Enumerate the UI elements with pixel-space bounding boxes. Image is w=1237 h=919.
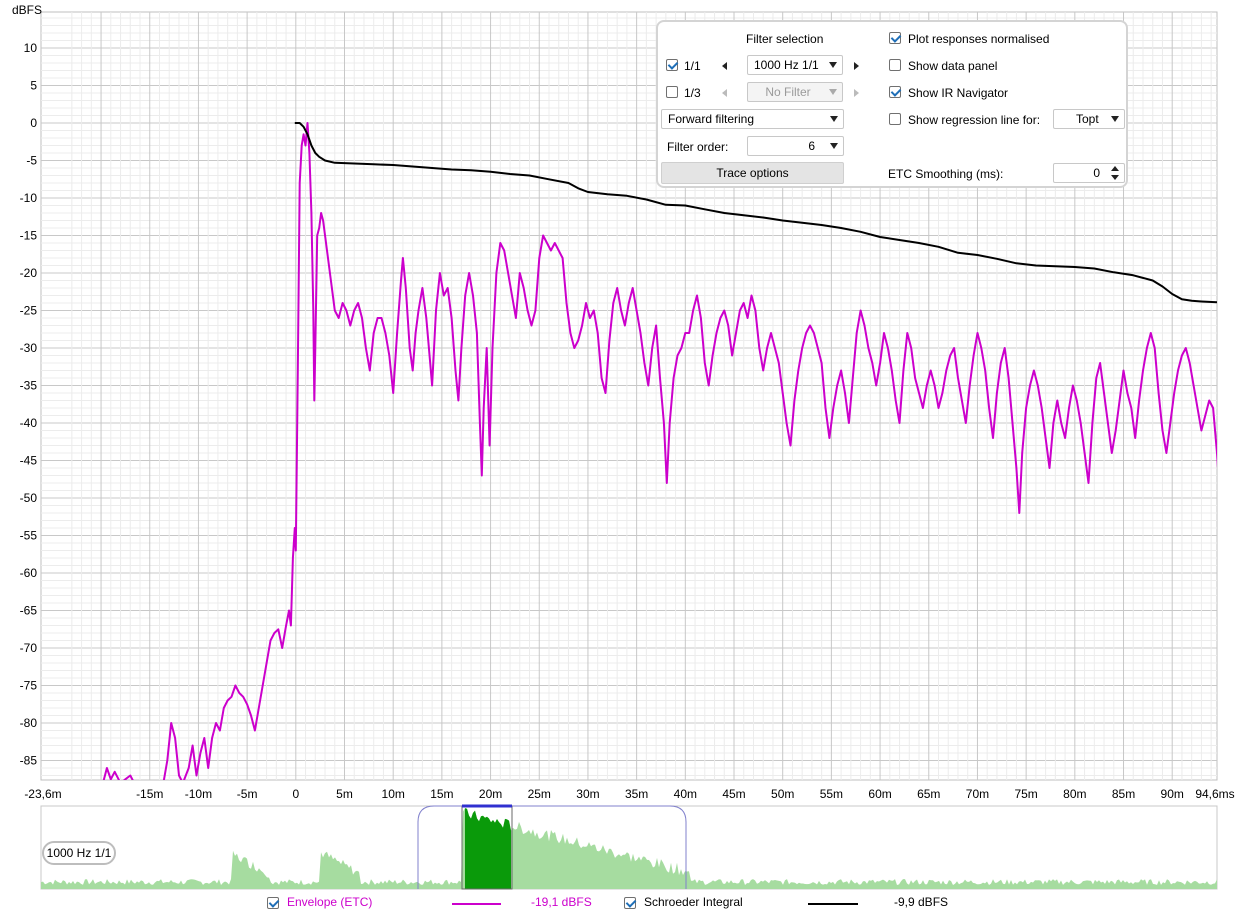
prev-filter-icon[interactable] [722,62,727,70]
y-tick-label: 5 [30,79,37,93]
chevron-down-icon [830,116,838,122]
etc-legend-value: -19,1 dBFS [531,895,592,909]
x-tick-label: -23,6m [24,787,61,801]
navigator-envelope-area [41,808,1217,889]
oct-1-1-label: 1/1 [684,59,701,73]
chevron-down-icon [830,143,838,149]
schroeder-legend-name: Schroeder Integral [644,895,743,909]
filter-options-panel: Filter selection 1/1 1000 Hz 1/1 1/3 No … [656,20,1128,188]
plot-normalised-label: Plot responses normalised [908,32,1050,46]
navigator-selected-area [465,808,511,889]
x-tick-label: 25m [528,787,551,801]
plot-normalised-checkbox[interactable] [889,32,901,44]
prev-filter-1-3-icon [722,89,727,97]
y-tick-label: -5 [26,154,37,168]
x-tick-label: 50m [771,787,794,801]
y-tick-label: -40 [20,416,38,430]
y-tick-label: -30 [20,341,38,355]
filtering-mode-select[interactable]: Forward filtering [661,109,844,129]
x-tick-label: 0 [292,787,299,801]
chevron-down-icon [1111,116,1119,122]
schroeder-legend-line [808,903,858,905]
filter-order-label: Filter order: [667,140,729,154]
x-tick-label: 70m [966,787,989,801]
x-tick-label: 30m [576,787,599,801]
y-tick-label: -45 [20,454,38,468]
navigator-window-outline [417,805,687,889]
show-ir-navigator-label: Show IR Navigator [908,86,1009,100]
chevron-down-icon [829,89,837,95]
spin-up-icon[interactable] [1111,166,1119,171]
y-tick-label: 10 [24,41,38,55]
oct-1-3-checkbox[interactable] [666,86,678,98]
x-tick-label: 45m [722,787,745,801]
oct-1-3-label: 1/3 [684,86,701,100]
x-tick-label: -10m [185,787,212,801]
y-tick-label: -75 [20,679,38,693]
y-tick-label: -20 [20,266,38,280]
show-data-panel-label: Show data panel [908,59,998,73]
next-filter-icon[interactable] [854,62,859,70]
etc-legend-checkbox[interactable] [267,897,279,909]
etc-series-line [102,122,1217,780]
x-tick-label: 94,6ms [1195,787,1234,801]
etc-legend-line [452,903,501,905]
show-ir-navigator-checkbox[interactable] [889,86,901,98]
spin-down-icon[interactable] [1111,175,1119,180]
x-tick-label: 5m [336,787,353,801]
schroeder-series-line [294,122,1217,304]
y-tick-label: -15 [20,229,38,243]
y-tick-label: -35 [20,379,38,393]
y-tick-label: -55 [20,529,38,543]
y-tick-label: -10 [20,191,38,205]
y-axis-label: dBFS [12,3,43,17]
chevron-down-icon [829,62,837,68]
next-filter-1-3-icon [854,89,859,97]
navigator-filter-badge: 1000 Hz 1/1 [42,841,116,865]
x-tick-label: 75m [1014,787,1037,801]
y-tick-label: -25 [20,304,38,318]
x-tick-label: 40m [674,787,697,801]
filter-1-1-select[interactable]: 1000 Hz 1/1 [747,55,843,75]
y-tick-label: 0 [30,116,37,130]
x-tick-label: 85m [1112,787,1135,801]
x-tick-label: 35m [625,787,648,801]
y-tick-label: -70 [20,641,38,655]
x-tick-label: 15m [430,787,453,801]
x-tick-label: 55m [820,787,843,801]
y-tick-label: -65 [20,604,38,618]
oct-1-1-checkbox[interactable] [666,59,678,71]
x-tick-label: 80m [1063,787,1086,801]
show-regression-label: Show regression line for: [908,113,1041,127]
x-tick-label: 10m [382,787,405,801]
x-tick-label: -15m [136,787,163,801]
filter-order-select[interactable]: 6 [747,136,844,156]
schroeder-legend-value: -9,9 dBFS [894,895,949,909]
y-tick-label: -50 [20,491,38,505]
etc-smoothing-spinner[interactable]: 0 [1053,163,1125,183]
y-tick-label: -80 [20,716,38,730]
x-tick-label: 90m [1161,787,1184,801]
show-regression-checkbox[interactable] [889,113,901,125]
x-tick-label: 65m [917,787,940,801]
filter-selection-heading: Filter selection [746,32,824,46]
schroeder-legend-checkbox[interactable] [624,897,636,909]
x-tick-label: 20m [479,787,502,801]
x-tick-label: 60m [868,787,891,801]
regression-select[interactable]: Topt [1053,109,1125,129]
trace-options-button[interactable]: Trace options [661,162,844,184]
y-tick-label: -60 [20,566,38,580]
etc-smoothing-label: ETC Smoothing (ms): [888,167,1004,181]
x-tick-label: -5m [237,787,258,801]
filter-1-3-select: No Filter [747,82,843,102]
y-tick-label: -85 [20,754,38,768]
etc-legend-name: Envelope (ETC) [287,895,373,909]
show-data-panel-checkbox[interactable] [889,59,901,71]
